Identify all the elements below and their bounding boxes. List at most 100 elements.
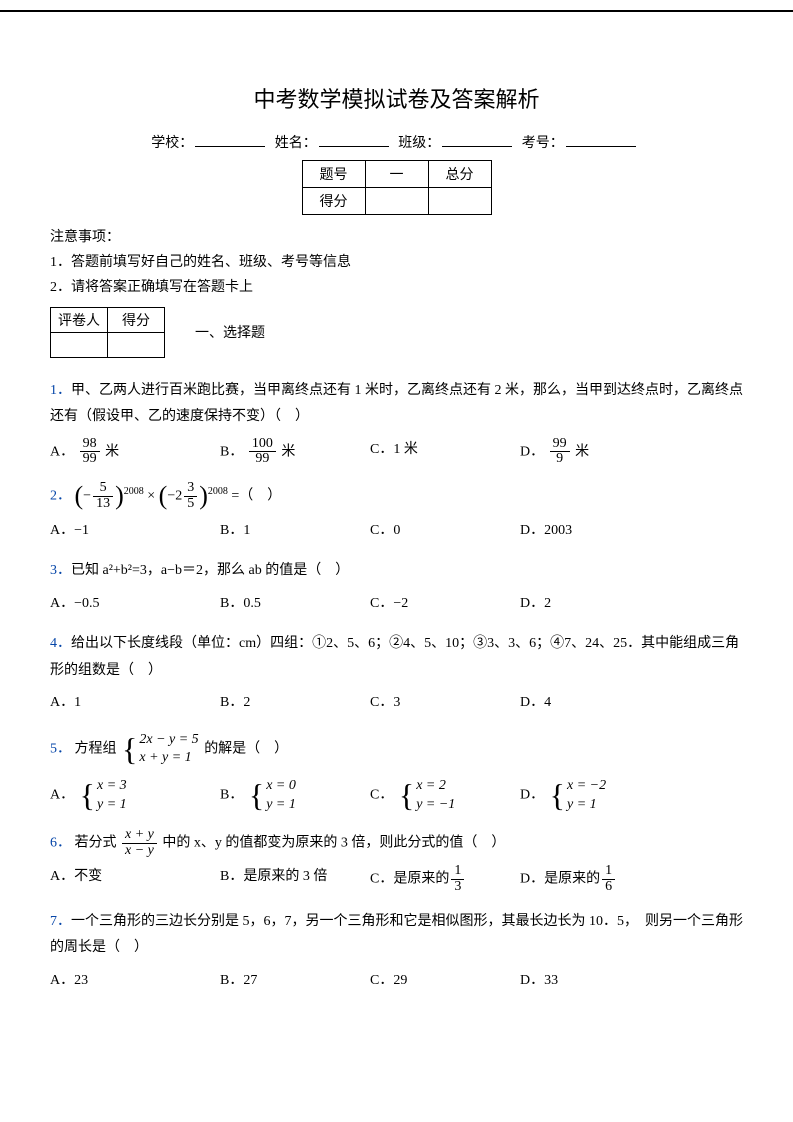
examno-blank[interactable] — [566, 132, 636, 147]
q4-option-b[interactable]: B．2 — [220, 690, 370, 717]
brace-icon: { — [80, 781, 95, 810]
score-th-num: 题号 — [302, 161, 365, 188]
student-info-line: 学校： 姓名： 班级： 考号： — [50, 132, 743, 152]
grader-table: 评卷人 得分 — [50, 307, 165, 358]
q7-option-b[interactable]: B．27 — [220, 968, 370, 995]
q5-a-prefix: A． — [50, 788, 74, 803]
q1-a-suffix: 米 — [105, 444, 119, 459]
q1-a-fraction: 9899 — [80, 437, 100, 467]
grader-score-label: 得分 — [108, 307, 165, 332]
section-1-heading: 一、选择题 — [195, 322, 265, 342]
q2-option-b[interactable]: B．1 — [220, 518, 370, 545]
q1-option-c[interactable]: C．1 米 — [370, 437, 520, 467]
q1-option-b[interactable]: B． 10099 米 — [220, 437, 370, 467]
q4-option-a[interactable]: A．1 — [50, 690, 220, 717]
q7-option-d[interactable]: D．33 — [520, 968, 670, 995]
q1-d-prefix: D． — [520, 444, 544, 459]
class-blank[interactable] — [442, 132, 512, 147]
q3-option-a[interactable]: A．−0.5 — [50, 591, 220, 618]
q6-option-d[interactable]: D．是原来的16 — [520, 864, 670, 894]
q4-option-d[interactable]: D．4 — [520, 690, 670, 717]
q1-d-suffix: 米 — [575, 444, 589, 459]
q6-c-prefix: C．是原来的 — [370, 872, 449, 887]
question-3: 3．已知 a²+b²=3，a−b＝2，那么 ab 的值是（ ） — [50, 558, 743, 585]
q3-option-d[interactable]: D．2 — [520, 591, 670, 618]
question-7: 7．一个三角形的三边长分别是 5，6，7，另一个三角形和它是相似图形，其最长边长… — [50, 909, 743, 962]
q1-options: A． 9899 米 B． 10099 米 C．1 米 D． 999 米 — [50, 437, 743, 467]
q6-d-prefix: D．是原来的 — [520, 872, 600, 887]
q5-system: { 2x − y = 5x + y = 1 — [122, 731, 199, 767]
q4-options: A．1 B．2 C．3 D．4 — [50, 690, 743, 717]
q6-option-c[interactable]: C．是原来的13 — [370, 864, 520, 894]
q5-option-a[interactable]: A． {x = 3y = 1 — [50, 777, 220, 813]
name-blank[interactable] — [319, 132, 389, 147]
rparen-icon-2: ) — [199, 483, 208, 509]
notes-line-2: 2．请将答案正确填写在答题卡上 — [50, 275, 743, 300]
examno-label: 考号： — [522, 136, 564, 151]
grader-row: 评卷人 得分 一、选择题 — [50, 307, 743, 358]
q1-option-d[interactable]: D． 999 米 — [520, 437, 670, 467]
q2-option-c[interactable]: C．0 — [370, 518, 520, 545]
q2-option-d[interactable]: D．2003 — [520, 518, 670, 545]
q7-option-c[interactable]: C．29 — [370, 968, 520, 995]
q5-c-prefix: C． — [370, 788, 393, 803]
q3-option-b[interactable]: B．0.5 — [220, 591, 370, 618]
notes-line-1: 1．答题前填写好自己的姓名、班级、考号等信息 — [50, 250, 743, 275]
q2-frac1: 513 — [93, 481, 113, 511]
q2-frac2: 35 — [184, 481, 197, 511]
q1-number: 1． — [50, 383, 71, 398]
q5-a-system: {x = 3y = 1 — [80, 777, 127, 813]
q5-c-system: {x = 2y = −1 — [399, 777, 455, 813]
grader-blank-1[interactable] — [51, 332, 108, 357]
question-5: 5． 方程组 { 2x − y = 5x + y = 1 的解是（ ） — [50, 731, 743, 767]
score-th-total: 总分 — [428, 161, 491, 188]
q1-text: 甲、乙两人进行百米跑比赛，当甲离终点还有 1 米时，乙离终点还有 2 米，那么，… — [50, 383, 743, 425]
q5-option-d[interactable]: D． {x = −2y = 1 — [520, 777, 670, 813]
q5-d-system: {x = −2y = 1 — [550, 777, 606, 813]
page-title: 中考数学模拟试卷及答案解析 — [50, 82, 743, 114]
question-2: 2． (−513)2008 × (−235)2008 =（ ） — [50, 481, 743, 511]
q6-d-fraction: 16 — [602, 864, 615, 894]
q7-option-a[interactable]: A．23 — [50, 968, 220, 995]
q6-option-b[interactable]: B．是原来的 3 倍 — [220, 864, 370, 894]
question-4: 4．给出以下长度线段（单位：cm）四组：①2、5、6；②4、5、10；③3、3、… — [50, 631, 743, 684]
q3-options: A．−0.5 B．0.5 C．−2 D．2 — [50, 591, 743, 618]
q6-tail: 中的 x、y 的值都变为原来的 3 倍，则此分式的值（ ） — [162, 835, 505, 850]
question-1: 1．甲、乙两人进行百米跑比赛，当甲离终点还有 1 米时，乙离终点还有 2 米，那… — [50, 378, 743, 431]
score-table: 题号 一 总分 得分 — [302, 160, 492, 215]
q2-exp2: 2008 — [208, 486, 228, 497]
q6-lead: 若分式 — [75, 835, 121, 850]
school-blank[interactable] — [195, 132, 265, 147]
score-cell-total[interactable] — [428, 188, 491, 215]
q6-fraction: x + yx − y — [122, 828, 157, 858]
q7-number: 7． — [50, 914, 71, 929]
q5-option-b[interactable]: B． {x = 0y = 1 — [220, 777, 370, 813]
q5-b-prefix: B． — [220, 788, 243, 803]
q5-lead: 方程组 — [75, 741, 117, 756]
score-cell-1[interactable] — [365, 188, 428, 215]
q1-b-prefix: B． — [220, 444, 243, 459]
q2-exp1: 2008 — [124, 486, 144, 497]
q3-option-c[interactable]: C．−2 — [370, 591, 520, 618]
grader-label: 评卷人 — [51, 307, 108, 332]
q4-number: 4． — [50, 636, 71, 651]
score-row-label: 得分 — [302, 188, 365, 215]
notes-heading: 注意事项： — [50, 225, 743, 250]
brace-icon: { — [122, 735, 137, 764]
score-th-1: 一 — [365, 161, 428, 188]
q6-c-fraction: 13 — [451, 864, 464, 894]
class-label: 班级： — [398, 136, 440, 151]
q6-option-a[interactable]: A．不变 — [50, 864, 220, 894]
lparen-icon: ( — [75, 483, 84, 509]
q4-option-c[interactable]: C．3 — [370, 690, 520, 717]
q1-b-fraction: 10099 — [249, 437, 276, 467]
q1-option-a[interactable]: A． 9899 米 — [50, 437, 220, 467]
q2-option-a[interactable]: A．−1 — [50, 518, 220, 545]
grader-blank-2[interactable] — [108, 332, 165, 357]
rparen-icon: ) — [115, 483, 124, 509]
notes-block: 注意事项： 1．答题前填写好自己的姓名、班级、考号等信息 2．请将答案正确填写在… — [50, 225, 743, 301]
q6-number: 6． — [50, 835, 71, 850]
q5-option-c[interactable]: C． {x = 2y = −1 — [370, 777, 520, 813]
question-6: 6． 若分式 x + yx − y 中的 x、y 的值都变为原来的 3 倍，则此… — [50, 828, 743, 858]
q1-a-prefix: A． — [50, 444, 74, 459]
